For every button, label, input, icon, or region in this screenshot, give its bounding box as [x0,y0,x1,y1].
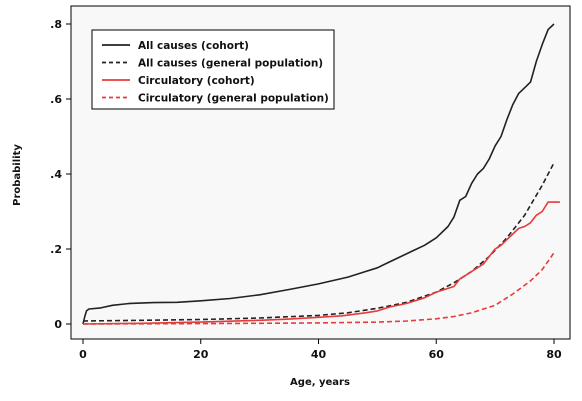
x-axis-title: Age, years [290,377,350,388]
series-line-2 [82,162,555,322]
x-tick-label: 80 [546,348,562,361]
x-tick-label: 0 [79,348,87,361]
y-axis-title: Probability [12,144,23,206]
legend-label-2: All causes (general population) [138,58,323,70]
x-tick-label: 40 [311,348,327,361]
y-tick-label: .6 [50,93,62,106]
x-tick-label: 60 [429,348,445,361]
legend-label-3: Circulatory (cohort) [138,75,255,87]
y-tick-label: 0 [54,318,62,331]
series-layer [82,23,560,325]
legend: All causes (cohort) All causes (general p… [91,29,335,110]
legend-label-4: Circulatory (general population) [138,93,329,105]
y-tick-label: .8 [50,18,62,31]
series-line-4 [82,252,555,325]
series-line-3 [82,201,560,325]
axes: 0 20 40 60 80 0 .2 .4 .6 .8 [50,18,562,361]
y-tick-label: .4 [50,168,62,181]
legend-label-1: All causes (cohort) [138,40,249,52]
x-tick-label: 20 [193,348,209,361]
legend-box [91,29,335,110]
series-line-1 [82,23,555,325]
y-tick-label: .2 [50,243,62,256]
